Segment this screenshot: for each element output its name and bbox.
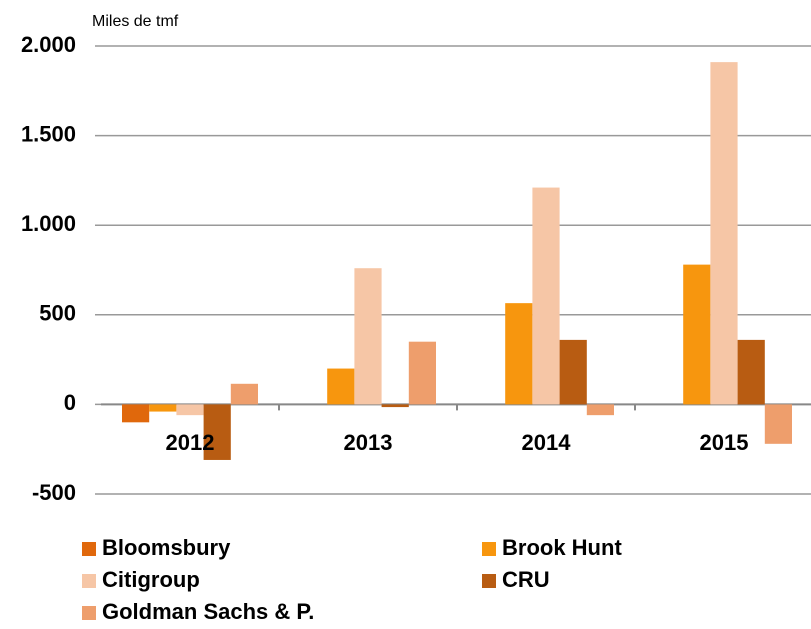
y-tick-label: -500 [32, 480, 76, 505]
y-tick-label: 0 [64, 390, 76, 415]
x-tick-label: 2013 [344, 430, 393, 455]
bar [381, 404, 409, 408]
bar [505, 303, 533, 405]
bar [532, 187, 560, 405]
legend-label: Citigroup [102, 567, 200, 592]
bar [176, 404, 204, 416]
bar [683, 264, 711, 405]
legend-swatch [82, 574, 96, 588]
x-tick-label: 2015 [700, 430, 749, 455]
bar [327, 368, 355, 405]
legend-label: CRU [502, 567, 550, 592]
bar [710, 62, 738, 405]
bar [586, 404, 614, 416]
legend-swatch [482, 542, 496, 556]
bar [354, 268, 382, 405]
legend-label: Goldman Sachs & P. [102, 599, 314, 624]
bar [122, 404, 150, 423]
y-tick-label: 1.000 [21, 211, 76, 236]
bar [230, 383, 258, 405]
y-tick-label: 500 [39, 301, 76, 326]
bar [149, 404, 177, 412]
legend-label: Bloomsbury [102, 535, 231, 560]
bar [559, 339, 587, 405]
bar [764, 404, 792, 444]
y-tick-label: 1.500 [21, 121, 76, 146]
y-tick-label: 2.000 [21, 32, 76, 57]
y-axis-label: Miles de tmf [92, 13, 179, 30]
legend-label: Brook Hunt [502, 535, 622, 560]
x-tick-label: 2014 [522, 430, 572, 455]
bar [737, 339, 765, 405]
legend-swatch [482, 574, 496, 588]
bar [203, 404, 231, 460]
bar [408, 341, 436, 405]
legend-swatch [82, 542, 96, 556]
x-tick-label: 2012 [166, 430, 215, 455]
legend-swatch [82, 606, 96, 620]
